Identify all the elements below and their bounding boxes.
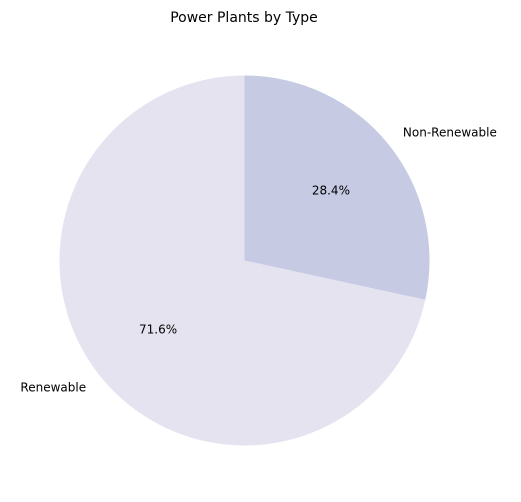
slice-percentage-label: 71.6% [139,323,177,337]
slice-label: Renewable [20,381,86,395]
chart-title: Power Plants by Type [170,10,318,26]
slice-label: Non-Renewable [403,125,497,139]
pie-slice-renewable [59,75,426,446]
pie-labels: Renewable 71.6% Non-Renewable 28.4% [20,125,496,394]
slice-percentage-label: 28.4% [312,183,350,197]
pie-slice-non-renewable [244,75,430,300]
pie-slices [59,75,430,446]
